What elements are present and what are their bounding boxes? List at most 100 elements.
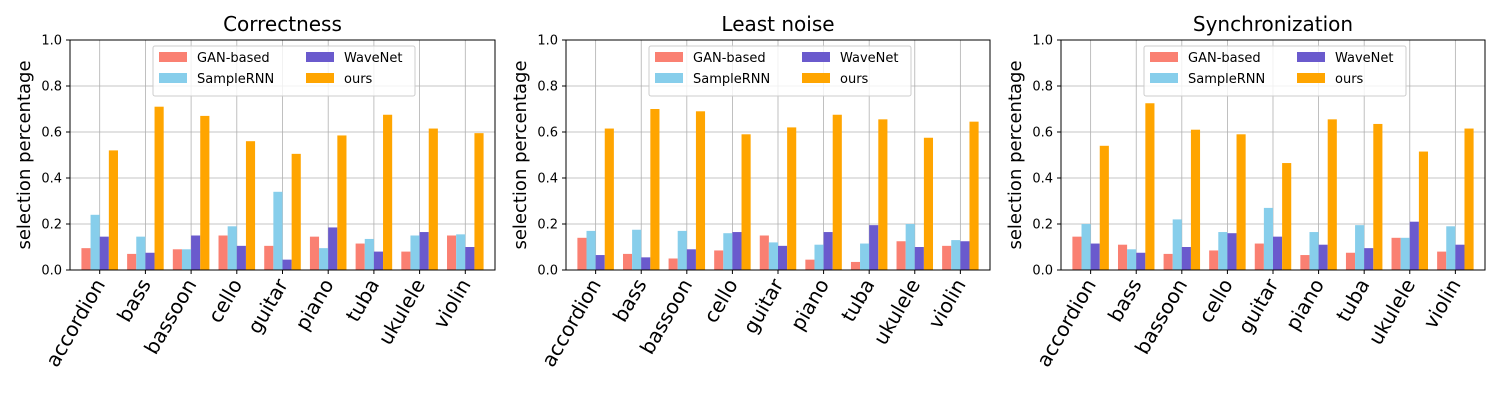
- bar-samplernn-guitar: [768, 242, 778, 270]
- x-tick-label: cello: [1194, 275, 1238, 327]
- y-tick-label: 0.2: [1032, 218, 1053, 233]
- bar-gan-based-bassoon: [668, 258, 678, 270]
- bar-wavenet-guitar: [778, 245, 788, 270]
- bar-wavenet-piano: [1318, 244, 1328, 270]
- bar-wavenet-bassoon: [191, 235, 201, 270]
- bar-ours-accordion: [108, 150, 118, 270]
- x-tick-label: cello: [699, 275, 743, 327]
- legend: GAN-based SampleRNN WaveNet ours: [152, 45, 416, 97]
- bar-samplernn-cello: [227, 226, 237, 270]
- legend-swatch-gan-based: [159, 52, 187, 62]
- y-tick-label: 0.6: [537, 126, 558, 141]
- x-tick-label: violin: [923, 275, 970, 333]
- bar-wavenet-ukulele: [419, 232, 429, 270]
- bar-wavenet-accordion: [595, 255, 605, 270]
- bar-gan-based-bass: [127, 253, 137, 270]
- y-tick-label: 1.0: [1032, 34, 1053, 49]
- bar-ours-guitar: [1282, 163, 1292, 270]
- legend-label-gan-based: GAN-based: [197, 51, 270, 66]
- bar-gan-based-tuba: [850, 261, 861, 270]
- x-tick-label: guitar: [738, 274, 789, 338]
- bar-wavenet-tuba: [373, 251, 384, 270]
- bar-wavenet-cello: [236, 245, 246, 270]
- legend-swatch-ours: [802, 73, 830, 83]
- bar-ours-ukulele: [1418, 151, 1429, 270]
- bar-ours-cello: [1236, 134, 1246, 270]
- bar-samplernn-ukulele: [1400, 237, 1410, 270]
- bar-wavenet-cello: [1227, 233, 1237, 270]
- legend-label-wavenet: WaveNet: [344, 51, 403, 66]
- bar-ours-piano: [337, 135, 347, 270]
- bar-wavenet-piano: [328, 227, 338, 270]
- bar-samplernn-ukulele: [410, 235, 420, 270]
- bar-samplernn-piano: [814, 244, 824, 270]
- y-tick-label: 0.4: [41, 172, 62, 187]
- bar-gan-based-accordion: [577, 237, 587, 270]
- bar-gan-based-violin: [942, 245, 952, 270]
- bar-wavenet-bass: [145, 252, 155, 270]
- x-tick-label: bass: [608, 275, 652, 327]
- chart-title: Synchronization: [1193, 12, 1353, 36]
- bar-ours-cello: [245, 141, 256, 270]
- bar-wavenet-piano: [823, 232, 833, 270]
- legend: GAN-based SampleRNN WaveNet ours: [1143, 45, 1407, 97]
- bar-gan-based-accordion: [81, 248, 91, 270]
- x-tick-label: violin: [1418, 275, 1465, 333]
- y-tick-label: 0.0: [1032, 264, 1053, 279]
- bar-wavenet-violin: [1455, 244, 1465, 270]
- legend-label-samplernn: SampleRNN: [197, 72, 274, 87]
- bar-samplernn-piano: [1309, 232, 1319, 270]
- bar-gan-based-tuba: [1345, 252, 1356, 270]
- x-tick-label: accordion: [1031, 275, 1101, 371]
- bar-ours-accordion: [1099, 145, 1109, 270]
- legend-swatch-samplernn: [1150, 73, 1178, 83]
- bar-wavenet-ukulele: [1409, 221, 1419, 270]
- x-tick-label: piano: [290, 275, 338, 335]
- y-tick-label: 0.0: [41, 264, 62, 279]
- legend-frame: [152, 45, 416, 97]
- bar-gan-based-accordion: [1072, 236, 1082, 270]
- bar-ours-violin: [1464, 128, 1474, 270]
- bar-samplernn-violin: [951, 240, 961, 270]
- bar-ours-accordion: [604, 128, 614, 270]
- x-tick-label: tuba: [836, 275, 880, 326]
- legend-label-ours: ours: [1335, 72, 1364, 87]
- y-tick-label: 0.0: [537, 264, 558, 279]
- bar-gan-based-ukulele: [401, 251, 411, 270]
- legend-swatch-samplernn: [655, 73, 683, 83]
- bar-samplernn-bassoon: [181, 249, 192, 270]
- legend-swatch-ours: [1297, 73, 1325, 83]
- legend-frame: [1143, 45, 1407, 97]
- x-tick-label: piano: [1280, 275, 1328, 335]
- x-tick-label: guitar: [242, 274, 293, 338]
- bar-samplernn-tuba: [1355, 225, 1365, 270]
- y-tick-label: 1.0: [537, 34, 558, 49]
- bar-wavenet-bass: [641, 257, 651, 270]
- bar-gan-based-piano: [1300, 255, 1310, 270]
- x-tick-label: guitar: [1233, 274, 1284, 338]
- bar-samplernn-bass: [136, 236, 146, 270]
- bar-gan-based-bassoon: [1163, 253, 1173, 270]
- bar-samplernn-violin: [1446, 226, 1456, 270]
- bar-ours-tuba: [383, 114, 393, 270]
- bar-gan-based-tuba: [355, 243, 365, 270]
- legend-label-samplernn: SampleRNN: [1188, 72, 1265, 87]
- bar-ours-tuba: [1373, 123, 1383, 270]
- bar-ours-violin: [969, 121, 979, 271]
- legend-label-wavenet: WaveNet: [840, 51, 899, 66]
- bar-samplernn-tuba: [364, 238, 374, 270]
- bar-ours-ukulele: [923, 137, 934, 270]
- x-tick-label: bass: [1103, 275, 1147, 327]
- bar-samplernn-bass: [632, 229, 642, 270]
- chart-title: Least noise: [721, 12, 834, 36]
- x-tick-label: accordion: [536, 275, 606, 371]
- chart-title: Correctness: [223, 12, 342, 36]
- legend-label-ours: ours: [344, 72, 373, 87]
- bar-wavenet-accordion: [99, 236, 109, 270]
- bar-samplernn-tuba: [860, 243, 870, 270]
- bar-wavenet-guitar: [282, 259, 292, 270]
- bar-samplernn-guitar: [273, 191, 283, 270]
- bar-wavenet-bassoon: [1181, 247, 1191, 270]
